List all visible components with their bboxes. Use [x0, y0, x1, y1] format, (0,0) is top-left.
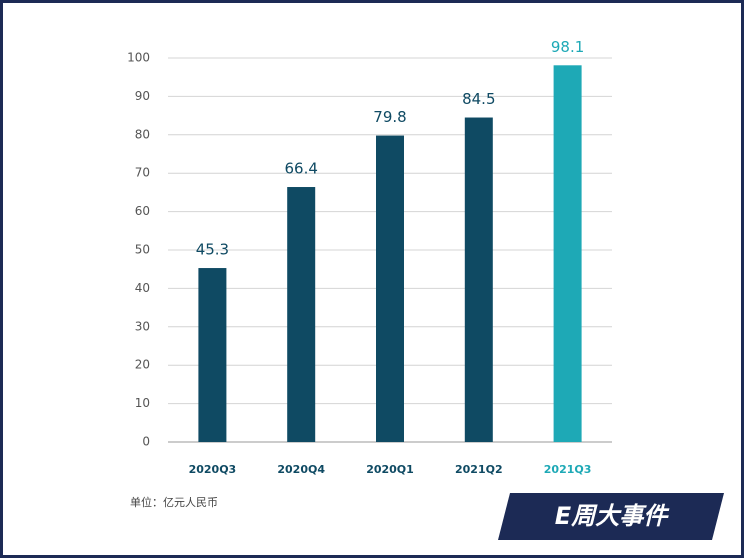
bar — [464, 117, 493, 443]
value-label: 79.8 — [373, 108, 406, 126]
y-tick-label: 10 — [135, 396, 150, 410]
y-tick-label: 20 — [135, 358, 150, 372]
bar — [376, 135, 404, 442]
y-tick-label: 0 — [142, 435, 150, 449]
y-tick-label: 50 — [135, 243, 150, 257]
y-tick-label: 80 — [135, 127, 150, 141]
value-label: 45.3 — [196, 241, 229, 259]
value-label: 66.4 — [284, 160, 317, 178]
y-tick-label: 100 — [127, 51, 150, 65]
value-label: 84.5 — [462, 90, 495, 108]
logo-text: E周大事件 — [555, 502, 670, 530]
y-tick-label: 60 — [135, 204, 150, 218]
x-tick-label: 2020Q1 — [366, 463, 414, 476]
bar — [287, 187, 316, 442]
logo: E周大事件 — [498, 493, 724, 540]
x-tick-label: 2021Q3 — [544, 463, 592, 476]
y-tick-label: 70 — [135, 166, 150, 180]
y-tick-label: 30 — [135, 319, 150, 333]
x-tick-label: 2020Q3 — [189, 463, 237, 476]
x-tick-label: 2020Q4 — [277, 463, 325, 476]
bar — [198, 268, 227, 442]
x-tick-label: 2021Q2 — [455, 463, 503, 476]
y-tick-label: 90 — [135, 89, 150, 103]
unit-note: 单位：亿元人民币 — [130, 495, 218, 509]
y-tick-label: 40 — [135, 281, 150, 295]
logo-box — [498, 493, 724, 540]
bar — [553, 65, 582, 443]
value-label: 98.1 — [551, 38, 584, 56]
